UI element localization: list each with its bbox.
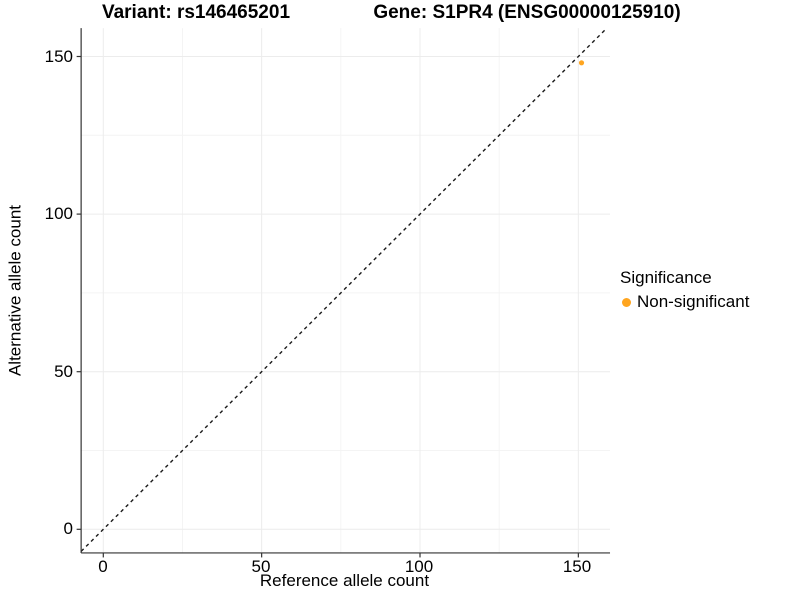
axis-lines (80, 28, 611, 554)
x-tick-label: 100 (404, 557, 434, 576)
plot-title-variant: Variant: rs146465201 (101, 2, 291, 23)
legend: Significance Non-significant (620, 268, 749, 312)
y-tick-label: 50 (54, 362, 73, 381)
y-tick-label: 0 (63, 519, 73, 538)
legend-item: Non-significant (620, 292, 749, 312)
identity-reference-line (80, 27, 608, 552)
data-point (578, 60, 585, 66)
y-axis-title: Alternative allele count (5, 204, 25, 377)
plot-title-gene: Gene: S1PR4 (ENSG00000125910) (373, 2, 681, 23)
x-tick-label: 50 (251, 557, 271, 576)
x-tick-label: 150 (562, 557, 592, 576)
legend-item-label: Non-significant (637, 292, 750, 311)
minor-gridlines (81, 28, 611, 553)
major-gridlines (81, 28, 611, 553)
x-axis-title: Reference allele count (259, 571, 430, 590)
x-tick-label: 0 (98, 557, 108, 576)
tick-marks (76, 55, 579, 558)
y-tick-label: 100 (44, 204, 73, 223)
legend-title: Significance (620, 268, 712, 287)
legend-point-swatch-icon (622, 297, 631, 307)
y-tick-label: 150 (44, 47, 73, 66)
